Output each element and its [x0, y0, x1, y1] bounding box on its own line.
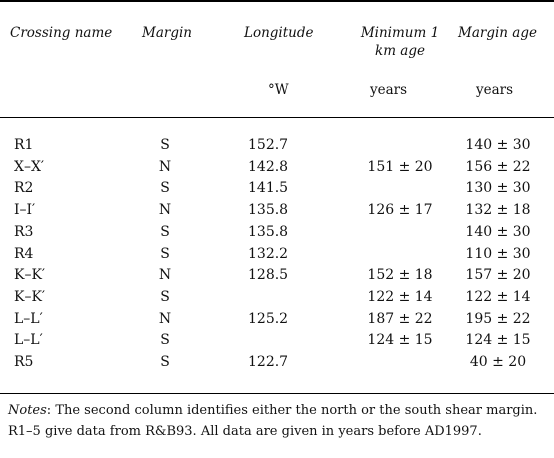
cell-longitude: 122.7 [248, 354, 289, 370]
cell-margin: S [160, 180, 170, 197]
cell-margin-age: 124 ± 15 [465, 332, 531, 349]
header-longitude: Longitude [244, 25, 314, 41]
cell-min-age: 152 ± 18 [367, 267, 433, 284]
cell-margin: N [158, 158, 172, 175]
cell-margin: S [160, 288, 170, 305]
cell-margin-age: 40 ± 20 [469, 354, 527, 370]
cell-name: R2 [14, 180, 34, 197]
cell-longitude: 152.7 [248, 137, 289, 153]
cell-margin: N [158, 310, 172, 327]
cell-longitude: 142.8 [248, 158, 289, 175]
cell-margin: S [160, 223, 170, 240]
header-minimum-age: Minimum 1 km age [360, 25, 440, 59]
notes-line-2: R1–5 give data from R&B93. All data are … [8, 424, 482, 439]
cell-name: R5 [14, 354, 34, 370]
cell-name: L–L′ [14, 310, 43, 327]
cell-margin: N [158, 267, 172, 284]
cell-longitude: 135.8 [248, 223, 289, 240]
cell-min-age: 122 ± 14 [367, 288, 433, 305]
table-top-rule [0, 0, 554, 2]
cell-min-age: 187 ± 22 [367, 310, 433, 327]
table-header-rule [0, 117, 554, 118]
cell-margin-age: 195 ± 22 [465, 310, 531, 327]
cell-name: R3 [14, 223, 34, 240]
cell-name: R1 [14, 137, 34, 153]
cell-margin-age: 122 ± 14 [465, 288, 531, 305]
cell-margin-age: 132 ± 18 [465, 202, 531, 219]
unit-longitude: °W [268, 82, 289, 98]
header-crossing-name: Crossing name [10, 25, 113, 41]
table-bottom-rule [0, 393, 554, 394]
cell-margin: S [160, 332, 170, 349]
unit-minimum-age: years [370, 82, 408, 98]
cell-min-age: 124 ± 15 [367, 332, 433, 349]
cell-longitude: 135.8 [248, 202, 289, 219]
notes-text-1: The second column identifies either the … [55, 403, 538, 418]
header-margin: Margin [142, 25, 192, 41]
cell-name: K–K′ [14, 288, 46, 305]
cell-name: R4 [14, 245, 34, 262]
unit-margin-age: years [476, 82, 514, 98]
cell-margin-age: 156 ± 22 [465, 158, 531, 175]
cell-margin-age: 130 ± 30 [465, 180, 531, 197]
cell-margin-age: 140 ± 30 [465, 223, 531, 240]
cell-margin: S [160, 245, 170, 262]
cell-name: I–I′ [14, 202, 36, 219]
notes-line-1: Notes: The second column identifies eith… [8, 403, 538, 418]
cell-name: X–X′ [14, 158, 45, 175]
cell-margin: S [160, 354, 170, 370]
cell-min-age: 151 ± 20 [367, 158, 433, 175]
table-notes: Notes: The second column identifies eith… [8, 400, 552, 442]
cell-margin: N [158, 202, 172, 219]
cell-longitude: 125.2 [248, 310, 289, 327]
cell-name: K–K′ [14, 267, 46, 284]
notes-label: Notes [8, 403, 47, 418]
cell-longitude: 128.5 [248, 267, 289, 284]
cell-longitude: 141.5 [248, 180, 289, 197]
header-margin-age: Margin age [458, 25, 537, 41]
cell-margin-age: 157 ± 20 [465, 267, 531, 284]
cell-longitude: 132.2 [248, 245, 289, 262]
cell-margin-age: 140 ± 30 [465, 137, 531, 153]
cell-margin: S [160, 137, 170, 153]
cell-name: L–L′ [14, 332, 43, 349]
cell-margin-age: 110 ± 30 [465, 245, 531, 262]
cell-min-age: 126 ± 17 [367, 202, 433, 219]
